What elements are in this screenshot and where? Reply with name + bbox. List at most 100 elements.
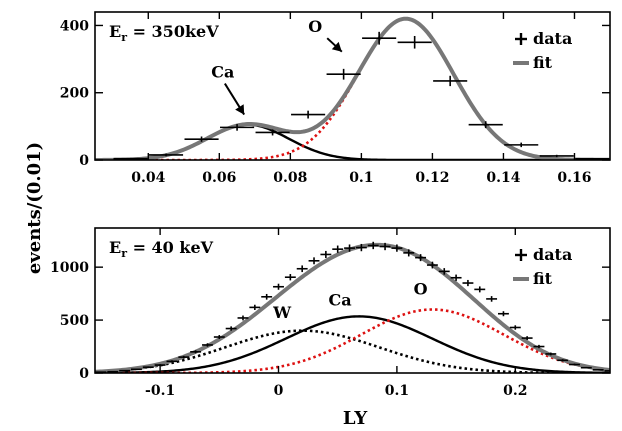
energy-label-value: = 40 keV (127, 238, 214, 257)
annotation-o: O (414, 280, 428, 299)
data-point (308, 257, 320, 265)
data-point (249, 304, 261, 311)
data-point (296, 265, 308, 273)
data-point (273, 283, 284, 290)
x-axis-label: LY (343, 408, 369, 429)
y-tick-label: 0 (79, 153, 89, 169)
annotation-o: O (308, 17, 322, 36)
data-point (166, 360, 178, 363)
data-point (148, 153, 184, 157)
plot-frame (94, 11, 611, 161)
data-point (509, 325, 521, 330)
data-point (545, 352, 557, 356)
x-tick-label: 0.12 (415, 170, 449, 186)
y-tick-label: 1000 (50, 260, 89, 276)
x-tick-label: 0 (274, 383, 284, 399)
data-point (433, 75, 468, 87)
y-tick-label: 400 (60, 18, 89, 34)
data-point (107, 370, 119, 373)
annotation-ca: Ca (211, 63, 234, 82)
annotation-ca: Ca (329, 290, 352, 309)
x-tick-label: 0.1 (385, 383, 409, 399)
x-tick-label: 0.06 (202, 170, 236, 186)
data-point (190, 350, 202, 354)
data-point (575, 157, 610, 160)
component-curve-ca (95, 315, 610, 373)
energy-label-prefix: E (109, 238, 121, 257)
x-tick-label: -0.1 (145, 383, 175, 399)
legend-fit-label: fit (533, 269, 553, 288)
data-point (367, 241, 379, 250)
annotation-w: W (272, 303, 292, 322)
data-point (521, 336, 533, 340)
component-curve-w (95, 329, 610, 373)
data-point (113, 157, 148, 160)
data-point (154, 364, 166, 366)
y-tick-label: 200 (60, 86, 89, 102)
data-point (184, 136, 219, 142)
legend-data-label: data (533, 29, 572, 48)
data-point (379, 242, 391, 251)
fit-curve (95, 16, 610, 160)
data-point (255, 129, 290, 136)
data-point (557, 359, 569, 362)
data-point (468, 121, 503, 129)
data-point (391, 244, 403, 252)
top-panel: 0.04 0.06 0.08 0.1 0.12 0.14 0.16 0 200 400 Er = 3… (60, 11, 611, 186)
data-point (220, 124, 255, 131)
y-axis-label: events/(0.01) (24, 142, 45, 274)
data-point (362, 31, 397, 45)
energy-label-value: = 350keV (127, 22, 219, 41)
data-point (438, 268, 450, 275)
data-point (142, 366, 154, 368)
data-point (486, 296, 498, 302)
x-tick-label: 0.14 (486, 170, 520, 186)
legend-fit-label: fit (533, 53, 553, 72)
plot-area (95, 241, 610, 373)
x-tick-label: 0.16 (557, 170, 591, 186)
energy-label-prefix: E (109, 22, 121, 41)
data-point (504, 142, 539, 148)
annotation-arrow-head (235, 104, 245, 115)
x-tick-label: 0.08 (273, 170, 307, 186)
energy-label: Er = 350keV (109, 22, 219, 44)
data-point (415, 254, 427, 262)
data-point (403, 249, 415, 257)
x-tick-label: 0.04 (131, 170, 165, 186)
legend: data fit (513, 245, 572, 288)
data-point (580, 366, 592, 369)
data-point (130, 368, 142, 371)
data-point (202, 343, 213, 347)
data-point (474, 286, 486, 293)
data-point (225, 326, 237, 331)
data-point (178, 355, 190, 359)
plot-frame (94, 227, 611, 374)
data-point (237, 315, 249, 321)
data-point (604, 370, 610, 372)
y-tick-label: 500 (60, 313, 89, 329)
plot-area (95, 16, 610, 160)
data-point (213, 335, 225, 339)
x-tick-label: 0.1 (349, 170, 373, 186)
energy-label-sub: r (121, 31, 127, 44)
data-point (450, 274, 462, 281)
y-tick-label: 0 (79, 366, 89, 382)
annotation-arrow-head (331, 41, 342, 52)
data-point (539, 154, 574, 158)
data-point (326, 68, 361, 80)
x-tick-label: 0.2 (503, 383, 527, 399)
energy-label: Er = 40 keV (109, 238, 214, 260)
data-point (426, 261, 438, 269)
data-point (261, 293, 273, 300)
data-point (462, 279, 474, 287)
legend-data-label: data (533, 245, 572, 264)
energy-label-sub: r (121, 247, 127, 260)
data-point (498, 311, 509, 317)
bottom-panel: -0.1 0 0.1 0.2 0 500 1000 Er = 40 keV data fit W Ca… (50, 227, 611, 399)
data-point (397, 35, 432, 49)
data-point (291, 110, 326, 119)
legend: data fit (513, 29, 572, 72)
data-point (119, 369, 131, 372)
data-point (332, 245, 344, 253)
